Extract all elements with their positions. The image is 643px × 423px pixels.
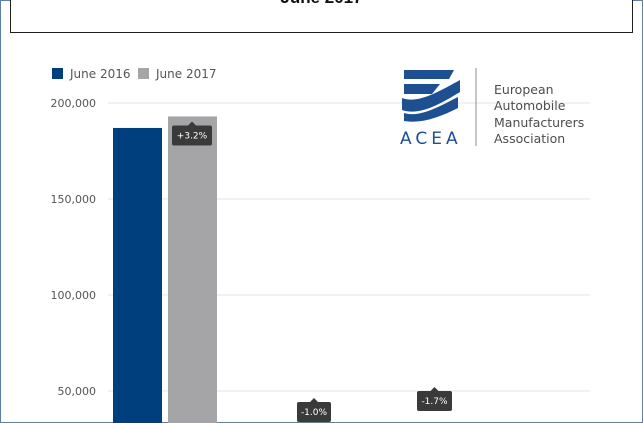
legend-label-june-2017: June 2017: [155, 67, 217, 81]
callout-label: -1.7%: [421, 397, 448, 407]
legend-label-june-2016: June 2016: [69, 67, 131, 81]
logo-acronym: ACEA: [400, 129, 462, 149]
change-callout: -1.0%: [297, 398, 331, 422]
bars: [113, 116, 217, 423]
callout-pointer: [188, 121, 196, 126]
callout-box: [417, 391, 452, 411]
logo-org-line-4: Association: [494, 131, 565, 146]
y-tick-label: 150,000: [51, 193, 97, 206]
callout-pointer: [430, 387, 439, 391]
logo-org-line-3: Manufacturers: [494, 115, 584, 130]
legend: June 2016 June 2017: [52, 67, 217, 81]
acea-logo: ACEA European Automobile Manufacturers A…: [400, 68, 584, 149]
y-axis-ticks: 50,000 100,000 150,000 200,000: [51, 97, 97, 398]
change-callout: +3.2%: [172, 121, 212, 146]
y-tick-label: 200,000: [51, 97, 97, 110]
callout-box: [297, 402, 331, 422]
callout-box: [172, 125, 212, 146]
logo-org-line-1: European: [494, 82, 554, 97]
change-callouts: +3.2% -1.0% -1.7%: [172, 121, 452, 422]
y-tick-label: 100,000: [51, 289, 97, 302]
change-callout: -1.7%: [417, 387, 452, 411]
bar-june-2016: [113, 127, 162, 423]
legend-swatch-june-2016: [52, 68, 63, 79]
callout-label: +3.2%: [177, 131, 208, 141]
chart-title-box: June 2017: [10, 0, 633, 33]
logo-org-line-2: Automobile: [494, 98, 566, 113]
acea-logo-mark: [402, 70, 460, 122]
callout-pointer: [310, 398, 318, 402]
bar-june-2017: [168, 116, 217, 423]
callout-label: -1.0%: [301, 408, 328, 418]
y-tick-label: 50,000: [58, 385, 97, 398]
legend-swatch-june-2017: [138, 68, 149, 79]
chart-title: June 2017: [11, 0, 632, 8]
